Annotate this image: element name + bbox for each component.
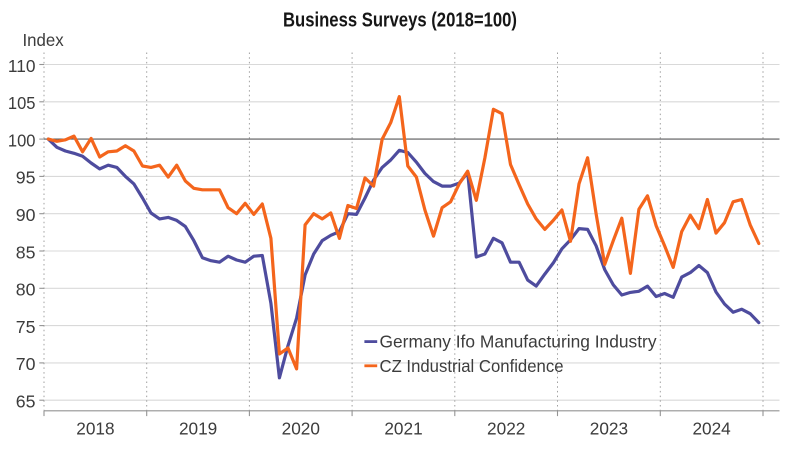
svg-text:2023: 2023 bbox=[590, 418, 628, 438]
svg-text:90: 90 bbox=[16, 205, 36, 225]
svg-text:2022: 2022 bbox=[487, 418, 525, 438]
svg-text:2024: 2024 bbox=[692, 418, 731, 438]
svg-text:110: 110 bbox=[8, 56, 36, 76]
svg-text:2020: 2020 bbox=[282, 418, 321, 438]
svg-text:CZ Industrial Confidence: CZ Industrial Confidence bbox=[380, 356, 564, 376]
svg-text:105: 105 bbox=[8, 93, 36, 113]
svg-text:65: 65 bbox=[16, 392, 36, 412]
svg-text:95: 95 bbox=[16, 168, 36, 188]
svg-text:2019: 2019 bbox=[179, 418, 217, 438]
svg-text:80: 80 bbox=[16, 280, 36, 300]
svg-text:Business Surveys (2018=100): Business Surveys (2018=100) bbox=[283, 8, 517, 31]
svg-text:Index: Index bbox=[23, 30, 64, 50]
svg-text:Germany Ifo Manufacturing Indu: Germany Ifo Manufacturing Industry bbox=[380, 332, 657, 352]
svg-text:75: 75 bbox=[16, 317, 36, 337]
svg-text:70: 70 bbox=[16, 354, 36, 374]
svg-text:100: 100 bbox=[8, 130, 36, 150]
svg-text:85: 85 bbox=[16, 242, 36, 262]
svg-text:2018: 2018 bbox=[76, 418, 114, 438]
svg-text:2021: 2021 bbox=[384, 418, 422, 438]
